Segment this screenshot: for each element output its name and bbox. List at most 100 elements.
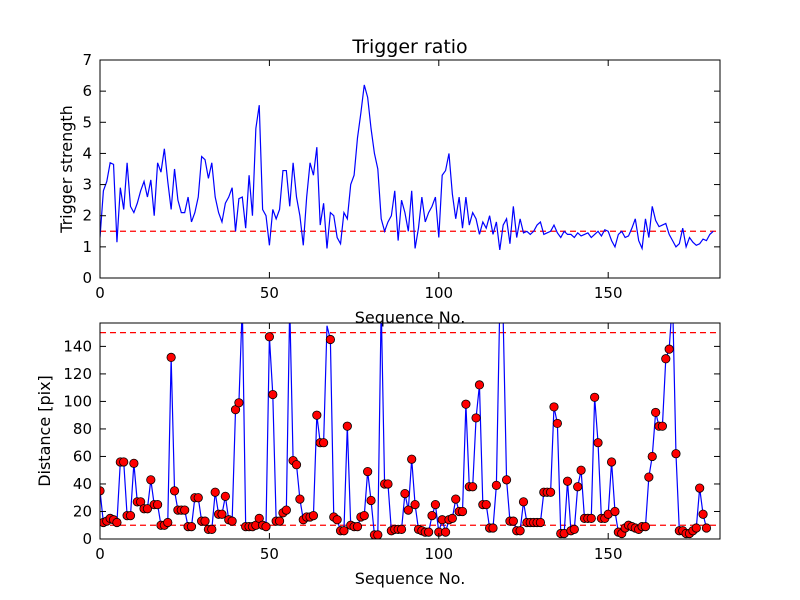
bottom-data-point <box>207 524 217 534</box>
bottom-data-point <box>471 413 481 423</box>
bottom-data-point <box>488 523 498 533</box>
top-y-tick-label: 1 <box>82 238 92 256</box>
top-x-tick-label: 50 <box>260 284 279 302</box>
bottom-data-point <box>396 524 407 534</box>
bottom-data-point <box>119 457 129 467</box>
bottom-data-point <box>586 513 596 523</box>
bottom-data-point <box>562 476 573 486</box>
bottom-data-point <box>440 527 451 537</box>
bottom-data-point <box>468 482 478 492</box>
bottom-data-point <box>549 402 559 412</box>
top-y-tick-label: 0 <box>82 269 92 287</box>
bottom-y-tick-label: 20 <box>73 502 92 520</box>
bottom-data-point <box>451 494 461 504</box>
top-ticks: 0 50 100 150 0 1 2 3 4 5 6 7 <box>82 51 720 302</box>
top-x-tick-label: 100 <box>424 284 453 302</box>
top-chart-title: Trigger ratio <box>351 36 467 58</box>
bottom-data-point <box>651 407 661 418</box>
bottom-ticks: 0 50 100 150 0 20 40 60 80 100 120 140 <box>63 323 720 563</box>
bottom-x-tick-label: 150 <box>594 545 623 563</box>
bottom-data-point <box>461 399 471 409</box>
top-y-tick-label: 2 <box>82 207 92 225</box>
bottom-data-point <box>332 515 342 525</box>
bottom-data-point <box>701 523 712 533</box>
bottom-data-point <box>457 506 468 517</box>
bottom-y-axis-label: Distance [pix] <box>35 375 54 487</box>
bottom-data-point <box>430 500 441 510</box>
bottom-data-point <box>166 352 176 362</box>
bottom-data-point <box>129 458 139 468</box>
top-axes-frame <box>99 59 721 279</box>
top-y-tick-label: 6 <box>82 82 92 100</box>
bottom-data-point <box>535 517 546 528</box>
top-y-tick-label: 7 <box>82 51 92 69</box>
bottom-data-point <box>193 493 203 503</box>
bottom-data-point <box>698 509 708 519</box>
bottom-data-point <box>186 522 197 532</box>
bottom-data-point <box>410 500 420 510</box>
bottom-x-axis-label: Sequence No. <box>355 569 466 588</box>
bottom-data-point <box>366 495 376 506</box>
bottom-data-point <box>427 511 437 521</box>
bottom-data-point <box>319 438 329 448</box>
bottom-panel: 0 50 100 150 0 20 40 60 80 100 120 140 Sequence No.… <box>35 322 721 588</box>
bottom-data-point <box>640 522 651 532</box>
bottom-data-point <box>234 398 244 408</box>
bottom-data-point <box>261 522 271 532</box>
bottom-data-point <box>474 380 485 390</box>
top-y-tick-label: 3 <box>82 176 92 194</box>
bottom-data-point <box>352 522 363 532</box>
top-x-tick-label: 150 <box>594 284 623 302</box>
bottom-data-point <box>610 506 620 517</box>
bottom-y-tick-label: 80 <box>73 420 92 438</box>
bottom-data-point <box>274 516 285 526</box>
bottom-data-point <box>424 527 434 537</box>
bottom-data-point <box>491 480 501 490</box>
bottom-y-tick-label: 0 <box>82 530 92 548</box>
bottom-data-point <box>217 509 227 519</box>
top-panel: Trigger ratio 0 50 100 150 0 1 2 3 4 5 6 7 Sequence… <box>57 36 721 327</box>
bottom-data-point <box>671 449 681 459</box>
bottom-y-tick-label: 40 <box>73 475 92 493</box>
bottom-data-point <box>268 389 278 400</box>
bottom-data-point <box>657 421 668 431</box>
bottom-y-tick-label: 140 <box>63 337 92 355</box>
bottom-data-point <box>593 438 603 448</box>
bottom-x-tick-label: 100 <box>424 545 453 563</box>
bottom-y-tick-label: 100 <box>63 392 92 410</box>
bottom-data-point <box>163 517 173 528</box>
top-y-tick-label: 4 <box>82 144 92 162</box>
bottom-data-point <box>200 516 210 526</box>
bottom-data-point <box>644 472 654 482</box>
bottom-data-point <box>359 511 369 521</box>
bottom-data-point <box>606 457 617 467</box>
bottom-y-tick-label: 120 <box>63 365 92 383</box>
bottom-data-point <box>447 513 457 523</box>
bottom-data-point <box>125 511 136 521</box>
top-series-line <box>100 84 714 251</box>
bottom-data-point <box>508 516 518 526</box>
bottom-data-point <box>312 410 322 420</box>
top-x-tick-label: 0 <box>95 284 105 302</box>
bottom-x-tick-label: 0 <box>95 545 105 563</box>
bottom-data-point <box>325 334 335 345</box>
bottom-data-point <box>180 505 190 515</box>
bottom-data-point <box>403 505 413 515</box>
bottom-data-point <box>647 451 657 462</box>
bottom-data-point <box>210 487 220 497</box>
bottom-data-point <box>576 465 586 475</box>
bottom-data-point <box>573 482 583 492</box>
bottom-x-tick-label: 50 <box>260 545 279 563</box>
bottom-data-point <box>569 524 579 534</box>
bottom-data-point <box>220 491 230 501</box>
bottom-data-point <box>112 517 122 528</box>
bottom-data-point <box>363 466 373 477</box>
bottom-data-point <box>518 497 529 507</box>
bottom-data-point <box>281 505 291 515</box>
bottom-data-point <box>291 460 302 470</box>
bottom-y-tick-label: 60 <box>73 447 92 465</box>
bottom-data-point <box>590 392 600 402</box>
bottom-data-point <box>515 526 525 536</box>
bottom-data-point <box>691 523 701 533</box>
